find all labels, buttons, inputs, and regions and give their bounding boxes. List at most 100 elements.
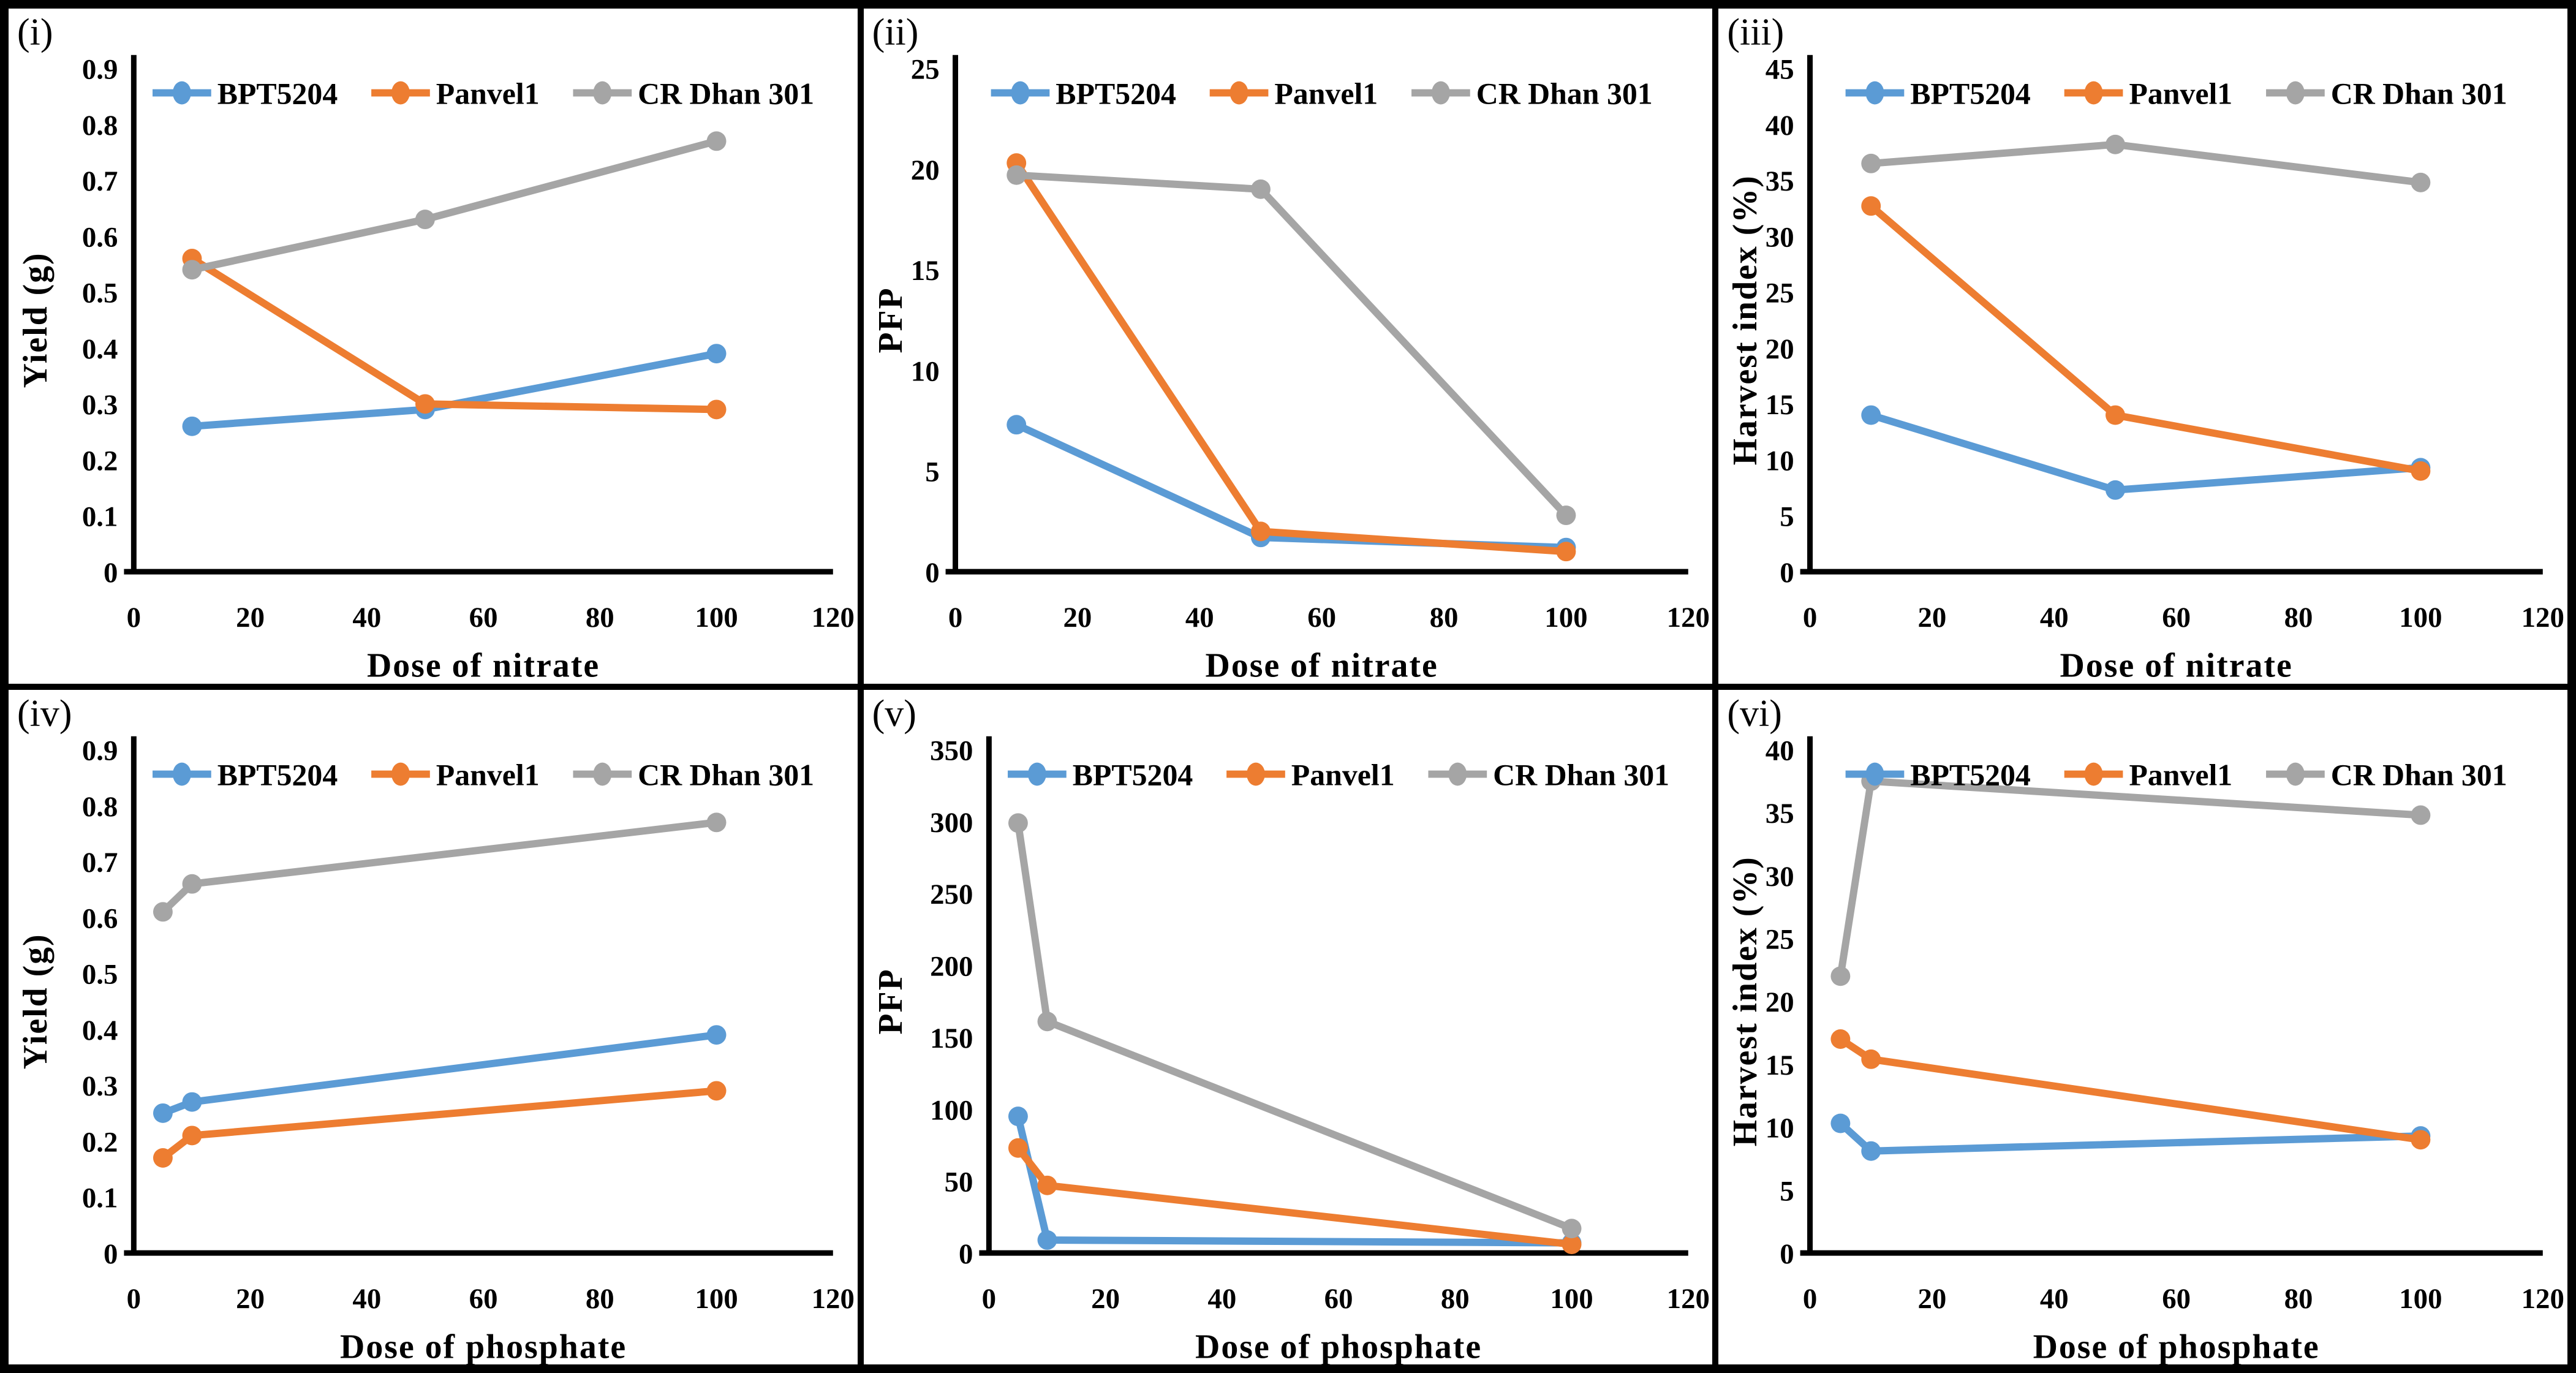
- y-tick-label: 0.8: [82, 110, 118, 142]
- data-point-Panvel1: [706, 1080, 727, 1100]
- y-tick-label: 0.2: [82, 1126, 118, 1158]
- data-point-Panvel1: [415, 394, 435, 414]
- x-tick-label: 60: [469, 1282, 498, 1314]
- legend: BPT5204 Panvel1 CR Dhan 301: [1845, 77, 2507, 111]
- legend-label: CR Dhan 301: [1476, 77, 1652, 111]
- data-point-Panvel1: [1830, 1029, 1851, 1049]
- x-tick-label: 120: [2521, 1282, 2564, 1314]
- y-axis-title: Harvest index (%): [1726, 175, 1764, 465]
- x-tick-label: 0: [127, 1282, 141, 1314]
- legend-swatch-marker: [172, 762, 191, 786]
- legend-swatch-marker: [593, 81, 612, 105]
- y-tick-label: 0.1: [82, 501, 118, 533]
- legend-item-BPT5204: BPT5204: [1007, 758, 1193, 792]
- chart-harvest-index-vs-phosphate: 0 5 10 15 20 25 30 35 40 0 20 40 60 80 100 120 Dose of p…: [1726, 735, 2564, 1366]
- legend: BPT5204 Panvel1 CR Dhan 301: [153, 77, 814, 111]
- data-point-CR Dhan 301: [182, 874, 202, 894]
- x-tick-label: 20: [236, 602, 265, 634]
- series-line-Panvel1: [188, 255, 720, 414]
- y-tick-label: 0.4: [82, 1014, 118, 1046]
- data-point-BPT5204: [182, 1092, 202, 1112]
- x-tick-label: 0: [948, 602, 962, 634]
- legend-swatch-marker: [391, 81, 410, 105]
- y-tick-label: 0.5: [82, 958, 118, 990]
- y-tick-label: 0.4: [82, 333, 118, 365]
- legend-label: CR Dhan 301: [2331, 758, 2507, 792]
- panel-label: (v): [872, 692, 916, 735]
- legend-label: BPT5204: [217, 758, 338, 792]
- data-point-BPT5204: [706, 1024, 727, 1045]
- x-axis-title: Dose of phosphate: [1195, 1328, 1482, 1366]
- series-line-CR Dhan 301: [159, 818, 720, 915]
- legend: BPT5204 Panvel1 CR Dhan 301: [1845, 758, 2507, 792]
- y-tick-label: 40: [1766, 735, 1794, 766]
- chart-pfp-vs-nitrate: 0 5 10 15 20 25 0 20 40 60 80 100 120 Dose of nitrate…: [871, 54, 1709, 684]
- data-point-CR Dhan 301: [1562, 1218, 1582, 1238]
- chart-yield-vs-nitrate: 0 0.1 0.2 0.3 0.4 0.5 0.6 0.7 0.8 0.9 0 20 40 60 80 100…: [17, 54, 855, 684]
- y-tick-label: 0: [104, 557, 118, 589]
- y-tick-label: 15: [910, 255, 939, 287]
- y-axis-title: Yield (g): [17, 252, 55, 388]
- legend-swatch-marker: [2286, 762, 2305, 786]
- panel-iii-harvest-index-vs-nitrate: (iii) 0 5 10 15 20 25 30 35 40 45 0 20 40 60 80 100 120 D…: [1715, 6, 2570, 687]
- data-point-Panvel1: [1250, 521, 1271, 542]
- y-tick-label: 0.9: [82, 735, 118, 766]
- y-axis-title: PFP: [871, 287, 909, 353]
- panel-label: (iii): [1727, 12, 1785, 53]
- legend-label: BPT5204: [1072, 758, 1193, 792]
- legend-swatch-marker: [1027, 762, 1046, 786]
- y-tick-label: 5: [1780, 1175, 1794, 1207]
- y-tick-label: 0.1: [82, 1182, 118, 1214]
- legend-swatch-marker: [172, 81, 191, 105]
- data-point-Panvel1: [1562, 1234, 1582, 1254]
- legend-label: BPT5204: [217, 77, 338, 111]
- y-tick-label: 20: [1766, 333, 1794, 365]
- x-tick-label: 100: [695, 1282, 738, 1314]
- x-tick-label: 100: [2400, 1282, 2442, 1314]
- legend-swatch-marker: [1229, 81, 1248, 105]
- legend-label: BPT5204: [1056, 77, 1176, 111]
- legend-item-Panvel1: Panvel1: [2064, 77, 2233, 111]
- series-line-BPT5204: [188, 350, 720, 430]
- y-tick-label: 30: [1766, 860, 1794, 892]
- x-tick-label: 80: [2284, 602, 2313, 634]
- legend-label: Panvel1: [436, 77, 540, 111]
- data-point-BPT5204: [1830, 1113, 1851, 1133]
- legend-item-CR Dhan 301: CR Dhan 301: [2266, 758, 2507, 792]
- x-tick-label: 40: [352, 1282, 381, 1314]
- data-point-Panvel1: [153, 1148, 173, 1168]
- data-point-Panvel1: [1556, 542, 1576, 562]
- data-point-CR Dhan 301: [2106, 134, 2126, 154]
- y-tick-label: 0.3: [82, 1070, 118, 1102]
- x-tick-label: 80: [1429, 602, 1458, 634]
- panel-ii-pfp-vs-nitrate: (ii) 0 5 10 15 20 25 0 20 40 60 80 100 120 Dose of ni…: [860, 6, 1716, 687]
- y-tick-label: 0.2: [82, 445, 118, 477]
- legend-label: Panvel1: [1274, 77, 1378, 111]
- y-tick-label: 0: [1780, 1238, 1794, 1269]
- data-point-CR Dhan 301: [182, 260, 202, 280]
- data-point-CR Dhan 301: [1556, 505, 1576, 526]
- data-point-CR Dhan 301: [2411, 805, 2431, 825]
- legend-swatch-marker: [2084, 762, 2103, 786]
- y-tick-label: 10: [1766, 445, 1794, 477]
- legend-label: Panvel1: [2129, 758, 2233, 792]
- legend-item-Panvel1: Panvel1: [2064, 758, 2233, 792]
- panel-label: (ii): [872, 12, 919, 53]
- legend-label: BPT5204: [1911, 77, 2031, 111]
- y-tick-label: 10: [910, 355, 939, 387]
- x-tick-label: 0: [1803, 1282, 1817, 1314]
- legend-swatch-marker: [2084, 81, 2103, 105]
- y-tick-label: 45: [1766, 54, 1794, 86]
- x-axis-title: Dose of nitrate: [2060, 647, 2293, 685]
- x-axis-title: Dose of phosphate: [340, 1328, 627, 1366]
- data-point-Panvel1: [2411, 1129, 2431, 1149]
- legend-label: Panvel1: [1291, 758, 1394, 792]
- x-axis-title: Dose of phosphate: [2033, 1328, 2320, 1366]
- y-axis-title: Harvest index (%): [1726, 856, 1764, 1146]
- y-tick-label: 0.3: [82, 389, 118, 421]
- data-point-BPT5204: [182, 416, 202, 436]
- y-tick-label: 100: [930, 1094, 973, 1126]
- x-tick-label: 0: [1803, 602, 1817, 634]
- x-tick-label: 80: [2284, 1282, 2313, 1314]
- y-tick-label: 0.6: [82, 221, 118, 253]
